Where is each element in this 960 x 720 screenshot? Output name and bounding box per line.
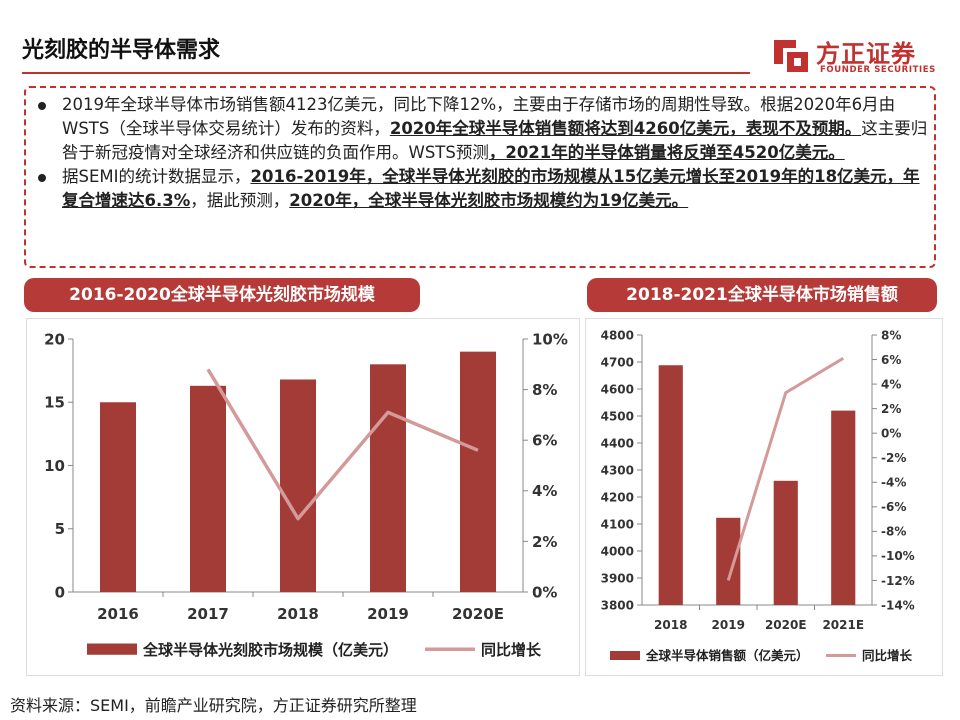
x-tick-label: 2019 — [712, 618, 745, 632]
bar — [716, 517, 741, 605]
y-right-tick-label: -14% — [881, 598, 915, 612]
bar — [658, 365, 683, 605]
legend-bar-swatch — [610, 651, 640, 660]
brand-name-cn: 方正证券 — [816, 40, 916, 68]
bullet-highlight: 2020年全球半导体销售额将达到4260亿美元，表现不及预期。 — [389, 119, 862, 138]
y-right-tick-label: 0% — [881, 427, 901, 441]
y-right-tick-label: 4% — [881, 377, 901, 391]
x-tick-label: 2020E — [452, 605, 504, 623]
y-left-tick-label: 10 — [44, 457, 65, 475]
bullet-item: 2019年全球半导体市场销售额4123亿美元，同比下降12%，主要由于存储市场的… — [38, 93, 928, 165]
bar — [831, 410, 856, 605]
semiconductor-sales-chart: 3800 3900 4000 4100 4200 4300 4400 4500 4600 4700… — [601, 328, 915, 663]
bullet-dot-icon — [38, 102, 46, 110]
y-left-tick-label: 3900 — [601, 571, 634, 585]
bullet-dot-icon — [38, 174, 46, 182]
x-tick-label: 2020E — [765, 618, 807, 632]
photoresist-market-chart: 0 5 10 15 20 0% 2% 4% 6% 8% 10% 2016 2017 2018 2019 202… — [44, 330, 568, 659]
legend-bar-label: 全球半导体光刻胶市场规模（亿美元） — [142, 641, 398, 659]
y-right-tick-label: 6% — [532, 432, 557, 450]
bullet-text: 2019年全球半导体市场销售额4123亿美元，同比下降12%，主要由于存储市场的… — [62, 95, 896, 138]
growth-line — [206, 368, 479, 521]
y-left-tick-label: 4800 — [601, 328, 634, 342]
y-left-tick-label: 4100 — [601, 517, 634, 531]
y-right-tick-label: 0% — [532, 583, 557, 601]
legend-bar-swatch — [87, 643, 137, 655]
left-chart-title: 2016-2020全球半导体光刻胶市场规模 — [24, 278, 420, 312]
page-title: 光刻胶的半导体需求 — [22, 38, 221, 63]
bullet-text: ，据此预测， — [190, 191, 290, 210]
y-left-tick-label: 0 — [55, 583, 65, 601]
source-note: 资料来源：SEMI，前瞻产业研究院，方正证券研究所整理 — [10, 696, 417, 715]
y-right-tick-label: 2% — [881, 402, 901, 416]
legend-bar-label: 全球半导体销售额（亿美元） — [645, 648, 809, 663]
y-left-tick-label: 4600 — [601, 382, 634, 396]
y-left-tick-label: 4200 — [601, 490, 634, 504]
brand-logo: 方正证券 FOUNDER SECURITIES — [770, 34, 940, 82]
x-tick-label: 2017 — [187, 605, 229, 623]
right-chart-title: 2018-2021全球半导体市场销售额 — [587, 278, 937, 312]
y-right-tick-label: -8% — [881, 525, 906, 539]
x-tick-label: 2019 — [367, 605, 409, 623]
founder-logo-icon — [774, 40, 808, 72]
x-tick-label: 2018 — [654, 618, 687, 632]
y-left-tick-label: 3800 — [601, 598, 634, 612]
bullet-highlight: 2016-2019年，全球半导体光刻胶的市场规模从15亿美元增长至2019年的1… — [62, 167, 920, 210]
bar — [100, 402, 136, 592]
legend-line-label: 同比增长 — [862, 648, 913, 663]
legend-line-label: 同比增长 — [481, 641, 542, 659]
bar — [190, 385, 226, 592]
bullet-text: 这主要归咎于新冠疫情对全球经济和供应链的负面作用。WSTS预测 — [62, 119, 928, 162]
y-right-tick-label: -4% — [881, 476, 906, 490]
x-tick-label: 2016 — [97, 605, 139, 623]
x-tick-label: 2018 — [277, 605, 319, 623]
photoresist-chart-panel: 0 5 10 15 20 0% 2% 4% 6% 8% 10% 2016 2017 2018 2019 202… — [26, 318, 580, 676]
y-left-tick-label: 4400 — [601, 436, 634, 450]
y-left-tick-label: 4300 — [601, 463, 634, 477]
bullet-highlight: 2020年，全球半导体光刻胶市场规模约为19亿美元。 — [289, 191, 689, 210]
bar — [370, 364, 406, 592]
growth-line — [726, 357, 845, 581]
summary-box — [24, 86, 936, 268]
y-right-tick-label: 4% — [532, 482, 557, 500]
x-tick-label: 2021E — [822, 618, 864, 632]
summary-bullets: 2019年全球半导体市场销售额4123亿美元，同比下降12%，主要由于存储市场的… — [38, 93, 928, 213]
y-left-tick-label: 20 — [44, 330, 65, 348]
title-divider — [22, 72, 750, 74]
semiconductor-chart-panel: 3800 3900 4000 4100 4200 4300 4400 4500 4600 4700… — [585, 318, 943, 676]
y-right-tick-label: -6% — [881, 500, 906, 514]
y-left-tick-label: 4500 — [601, 409, 634, 423]
bar — [280, 379, 316, 592]
bullet-item: 据SEMI的统计数据显示，2016-2019年，全球半导体光刻胶的市场规模从15… — [38, 165, 928, 213]
y-right-tick-label: 10% — [532, 330, 568, 348]
y-left-tick-label: 4700 — [601, 355, 634, 369]
bullet-text: 据SEMI的统计数据显示， — [62, 167, 251, 186]
y-right-tick-label: -2% — [881, 451, 906, 465]
y-left-tick-label: 4000 — [601, 544, 634, 558]
bar — [773, 480, 798, 605]
y-right-tick-label: 8% — [881, 328, 901, 342]
y-right-tick-label: 2% — [532, 533, 557, 551]
bar — [460, 351, 496, 592]
y-left-tick-label: 5 — [55, 520, 65, 538]
y-right-tick-label: -12% — [881, 574, 915, 588]
y-right-tick-label: 8% — [532, 381, 557, 399]
y-right-tick-label: 6% — [881, 353, 901, 367]
brand-name-en: FOUNDER SECURITIES — [820, 65, 936, 75]
bullet-highlight: ，2021年的半导体销量将反弹至4520亿美元。 — [488, 143, 845, 162]
y-left-tick-label: 15 — [44, 394, 65, 412]
y-right-tick-label: -10% — [881, 549, 915, 563]
